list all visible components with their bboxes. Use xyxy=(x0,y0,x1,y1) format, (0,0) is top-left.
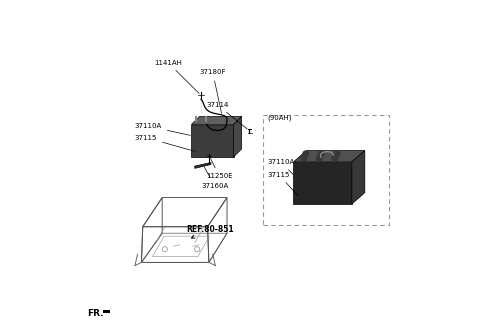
Circle shape xyxy=(303,151,309,157)
Polygon shape xyxy=(293,150,365,162)
Text: 1141AH: 1141AH xyxy=(154,60,199,94)
Text: 37160A: 37160A xyxy=(201,167,228,189)
Text: 37115: 37115 xyxy=(267,172,298,196)
Polygon shape xyxy=(352,150,365,204)
Text: 37115: 37115 xyxy=(134,135,195,151)
Text: 37180F: 37180F xyxy=(200,69,226,113)
Circle shape xyxy=(334,151,340,157)
Text: 11250E: 11250E xyxy=(206,159,233,179)
Polygon shape xyxy=(192,125,233,157)
Polygon shape xyxy=(103,310,110,313)
Text: 37110A: 37110A xyxy=(267,159,295,175)
Polygon shape xyxy=(233,116,241,157)
Circle shape xyxy=(316,155,323,161)
Polygon shape xyxy=(192,116,241,125)
Text: 37110A: 37110A xyxy=(134,123,190,135)
Text: (90AH): (90AH) xyxy=(267,115,292,121)
Circle shape xyxy=(301,155,307,161)
Circle shape xyxy=(332,155,338,161)
Text: FR.: FR. xyxy=(88,308,104,318)
Circle shape xyxy=(318,151,324,157)
Text: REF.80-851: REF.80-851 xyxy=(187,225,234,238)
Polygon shape xyxy=(293,162,352,204)
Text: 37114: 37114 xyxy=(206,102,247,129)
Polygon shape xyxy=(195,163,211,168)
